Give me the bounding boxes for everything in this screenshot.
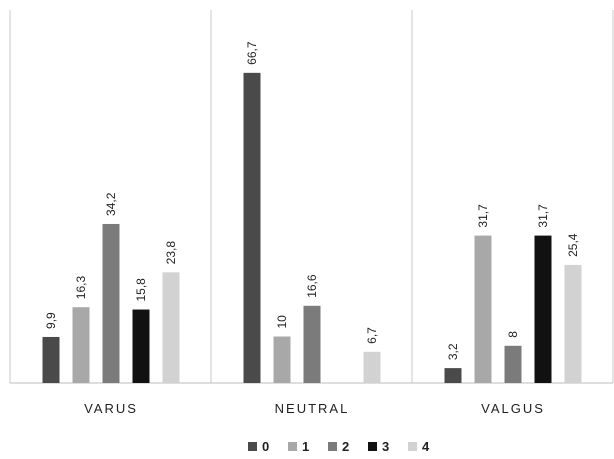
bars-group xyxy=(42,72,582,383)
data-label-varus-1: 16,3 xyxy=(74,276,88,300)
bar-varus-1 xyxy=(72,307,90,383)
legend-swatch-1 xyxy=(288,442,297,451)
data-label-varus-0: 9,9 xyxy=(44,312,58,329)
category-labels-group: VARUS NEUTRAL VALGUS xyxy=(84,401,545,416)
bar-valgus-0 xyxy=(444,368,462,383)
legend: 0 1 2 3 4 xyxy=(248,439,430,454)
bar-neutral-0 xyxy=(243,72,261,383)
x-tick-label-neutral: NEUTRAL xyxy=(275,401,350,416)
data-label-neutral-1: 10 xyxy=(275,315,289,329)
legend-swatch-0 xyxy=(248,442,257,451)
data-label-valgus-4: 25,4 xyxy=(566,233,580,257)
legend-label-2: 2 xyxy=(342,439,349,454)
legend-label-1: 1 xyxy=(302,439,309,454)
data-label-varus-2: 34,2 xyxy=(104,192,118,216)
data-label-valgus-2: 8 xyxy=(506,331,520,338)
bar-varus-4 xyxy=(162,272,180,383)
bar-neutral-2 xyxy=(303,305,321,383)
legend-swatch-2 xyxy=(328,442,337,451)
bar-valgus-3 xyxy=(534,235,552,383)
legend-swatch-3 xyxy=(368,442,377,451)
bar-neutral-4 xyxy=(363,351,381,383)
legend-swatch-4 xyxy=(408,442,417,451)
x-tick-label-varus: VARUS xyxy=(84,401,138,416)
legend-label-4: 4 xyxy=(422,439,430,454)
data-label-neutral-0: 66,7 xyxy=(245,41,259,65)
bar-varus-0 xyxy=(42,336,60,383)
bar-valgus-4 xyxy=(564,264,582,383)
data-labels-group: 9,9 16,3 34,2 15,8 23,8 66,7 10 16,6 6,7 3,2 31,7 8… xyxy=(44,41,580,360)
legend-label-3: 3 xyxy=(382,439,389,454)
data-label-varus-3: 15,8 xyxy=(134,278,148,302)
bar-neutral-1 xyxy=(273,336,291,383)
bar-varus-3 xyxy=(132,309,150,383)
x-tick-label-valgus: VALGUS xyxy=(481,401,545,416)
bar-varus-2 xyxy=(102,223,120,383)
data-label-varus-4: 23,8 xyxy=(164,241,178,265)
bar-valgus-2 xyxy=(504,345,522,383)
data-label-valgus-1: 31,7 xyxy=(476,204,490,228)
data-label-neutral-4: 6,7 xyxy=(365,327,379,344)
bar-valgus-1 xyxy=(474,235,492,383)
legend-label-0: 0 xyxy=(262,439,269,454)
data-label-valgus-3: 31,7 xyxy=(536,204,550,228)
data-label-valgus-0: 3,2 xyxy=(446,343,460,360)
data-label-neutral-2: 16,6 xyxy=(305,274,319,298)
